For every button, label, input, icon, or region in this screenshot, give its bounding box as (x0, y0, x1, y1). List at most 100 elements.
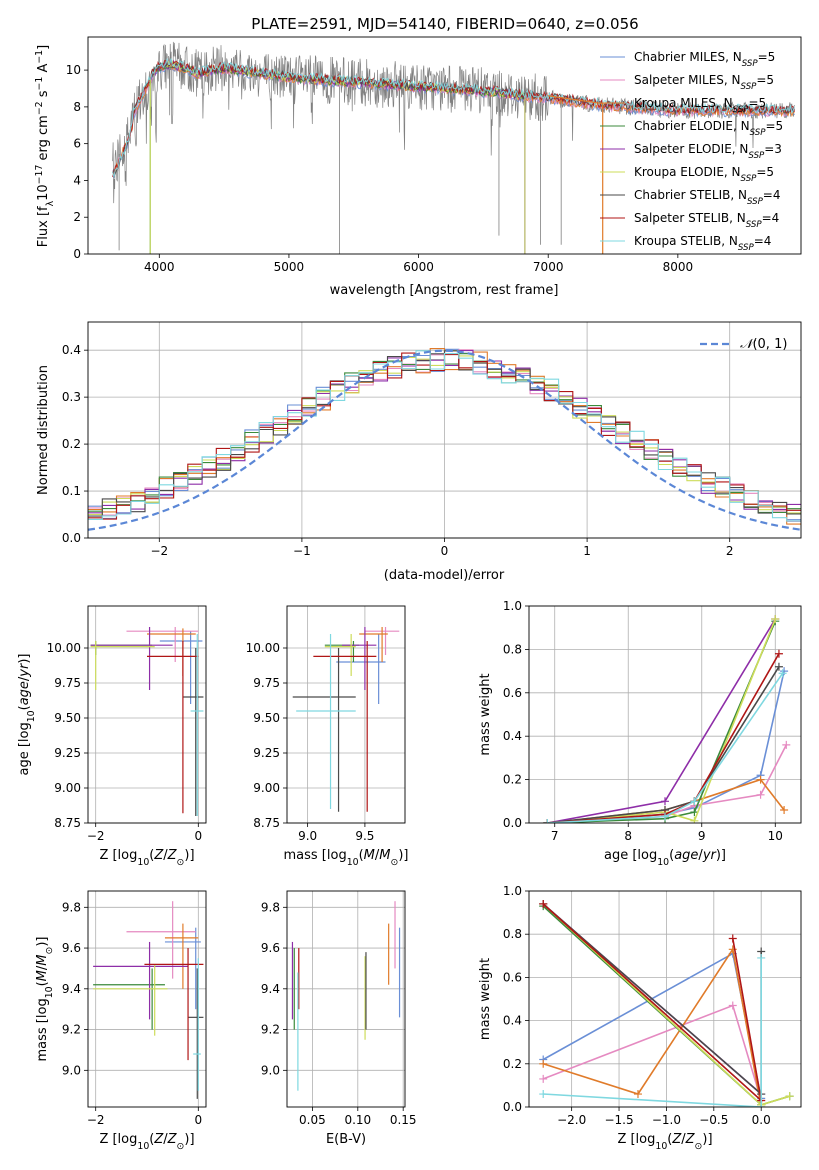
x-tick-label: −2 (150, 544, 168, 558)
axes-frame (87, 605, 207, 824)
x-axis-label: Z [log10(Z/Z⊙)] (99, 848, 194, 868)
weight-marker (757, 953, 766, 962)
y-axis-label: mass weight (478, 958, 493, 1040)
y-tick-label: 9.4 (261, 982, 280, 996)
age-vs-metallicity-panel: −2 0 8.75 9.00 9.25 9.50 9.75 10.00 Z [log10(Z/Z… (17, 605, 207, 868)
y-tick-label: 9.2 (62, 1023, 81, 1037)
x-axis-label: mass [log10(M/M⊙)] (284, 848, 409, 868)
x-tick-label: 6000 (403, 260, 434, 274)
y-axis-label: Flux [fλ10−17 erg cm−2 s−1 A−1] (34, 45, 56, 247)
errorbar-salpeter-miles (126, 901, 196, 979)
weight-marker (539, 1090, 548, 1099)
axes-frame (87, 890, 207, 1108)
x-tick-label: −1 (293, 544, 311, 558)
x-axis-label: Z [log10(Z/Z⊙)] (99, 1132, 194, 1152)
x-tick-label: 0 (194, 1113, 202, 1127)
y-tick-label: 0.0 (62, 531, 81, 545)
grid (529, 890, 801, 1108)
errorbar-salpeter-elodie (90, 627, 173, 690)
errorbar-kroupa-miles (164, 923, 199, 989)
x-tick-label: 0 (441, 544, 449, 558)
y-tick-label: 1.0 (503, 599, 522, 613)
weight-marker (774, 662, 783, 671)
x-tick-label: −2 (87, 829, 105, 843)
grid (529, 605, 801, 824)
x-axis-label: E(B-V) (326, 1132, 366, 1147)
y-tick-label: 9.00 (54, 781, 81, 795)
y-tick-label: 0.8 (503, 927, 522, 941)
legend-label: Kroupa ELODIE, NSSP=5 (634, 165, 774, 184)
errorbar-chabrier-stelib (188, 968, 204, 1099)
age-vs-mass-panel: 9.0 9.5 8.75 9.00 9.25 9.50 9.75 10.00 mass [log… (246, 605, 409, 868)
errorbar-salpeter-stelib (147, 641, 199, 814)
y-tick-label: 9.6 (261, 941, 280, 955)
x-tick-label: 5000 (274, 260, 305, 274)
y-tick-label: 4 (73, 173, 81, 187)
errorbar-chabrier-stelib (182, 648, 204, 816)
weight-line-kroupa-elodie (547, 618, 777, 823)
weight-marker (690, 816, 699, 823)
weight-vs-age-panel: 7 8 9 10 0.0 0.2 0.4 0.6 0.8 1.0 age [log10(age/yr… (478, 599, 802, 868)
y-tick-label: 1.0 (503, 884, 522, 898)
axes-frame (528, 890, 802, 1108)
grid (287, 891, 405, 1107)
errorbar-kroupa-stelib (296, 634, 356, 809)
errorbar-kroupa-stelib (190, 634, 204, 816)
x-tick-label: 0.0 (752, 1113, 771, 1127)
legend-label: Kroupa MILES, NSSP=5 (634, 96, 766, 115)
weight-line-salpeter-stelib (547, 653, 780, 823)
legend-label: 𝒩(0, 1) (740, 337, 787, 352)
y-tick-label: 9.25 (54, 746, 81, 760)
x-tick-label: 8000 (663, 260, 694, 274)
errorbar-salpeter-stelib (144, 948, 204, 1061)
weight-marker (780, 805, 789, 814)
weight-marker (661, 797, 669, 806)
mass-vs-ebv-panel: 0.05 0.10 0.15 9.0 9.2 9.4 9.6 9.8 E(B-V) (261, 890, 417, 1147)
errorbar-salpeter-elodie (93, 941, 189, 1020)
x-tick-label: 0.10 (344, 1113, 371, 1127)
grid (287, 606, 405, 824)
weight-marker (661, 812, 669, 821)
y-tick-label: 6 (73, 137, 81, 151)
axes-frame (286, 605, 406, 824)
plot-area (88, 348, 801, 531)
x-tick-label: −0.5 (699, 1113, 728, 1127)
weight-marker (539, 1059, 548, 1068)
y-tick-label: 0.4 (503, 1014, 522, 1028)
y-tick-label: 10.00 (246, 641, 280, 655)
weight-line-chabrier-miles (542, 952, 762, 1099)
x-tick-label: −1.0 (652, 1113, 681, 1127)
legend-label: Salpeter STELIB, NSSP=4 (634, 211, 779, 230)
x-tick-label: −2 (87, 1113, 105, 1127)
x-tick-label: 8 (624, 829, 632, 843)
x-tick-label: 2 (726, 544, 734, 558)
mass-vs-metallicity-panel: −2 0 9.0 9.2 9.4 9.6 9.8 Z [log10(Z/Z⊙)] mass [l… (35, 890, 207, 1152)
y-axis-label: mass [log10(M/M⊙)] (35, 937, 55, 1062)
errorbar-chabrier-miles (159, 631, 203, 704)
figure-title: PLATE=2591, MJD=54140, FIBERID=0640, z=0… (251, 15, 638, 33)
legend-label: Chabrier STELIB, NSSP=4 (634, 188, 781, 207)
errorbar-chabrier-elodie (93, 968, 165, 1030)
plot-area (543, 615, 791, 823)
weight-marker (756, 775, 765, 784)
x-tick-label: 0 (194, 829, 202, 843)
y-tick-label: 9.6 (62, 941, 81, 955)
weight-marker (539, 899, 548, 908)
errorbar-chabrier-miles (336, 634, 386, 704)
x-axis-label: Z [log10(Z/Z⊙)] (617, 1132, 712, 1152)
y-tick-label: 9.75 (253, 676, 280, 690)
y-axis-label: Normed distribution (36, 365, 51, 495)
y-tick-label: 9.8 (62, 900, 81, 914)
y-tick-label: 0.2 (62, 437, 81, 451)
x-tick-label: 1 (583, 544, 591, 558)
x-axis-label: (data-model)/error (384, 568, 505, 583)
x-tick-label: 10 (768, 829, 783, 843)
y-tick-label: 9.75 (54, 676, 81, 690)
y-tick-label: 9.50 (253, 711, 280, 725)
legend-label: Salpeter MILES, NSSP=5 (634, 73, 774, 92)
errorbar-salpeter-stelib (313, 641, 377, 812)
y-tick-label: 8.75 (253, 816, 280, 830)
y-tick-label: 0.4 (62, 343, 81, 357)
y-tick-label: 10.00 (47, 641, 81, 655)
errorbar-kroupa-miles (147, 628, 196, 676)
